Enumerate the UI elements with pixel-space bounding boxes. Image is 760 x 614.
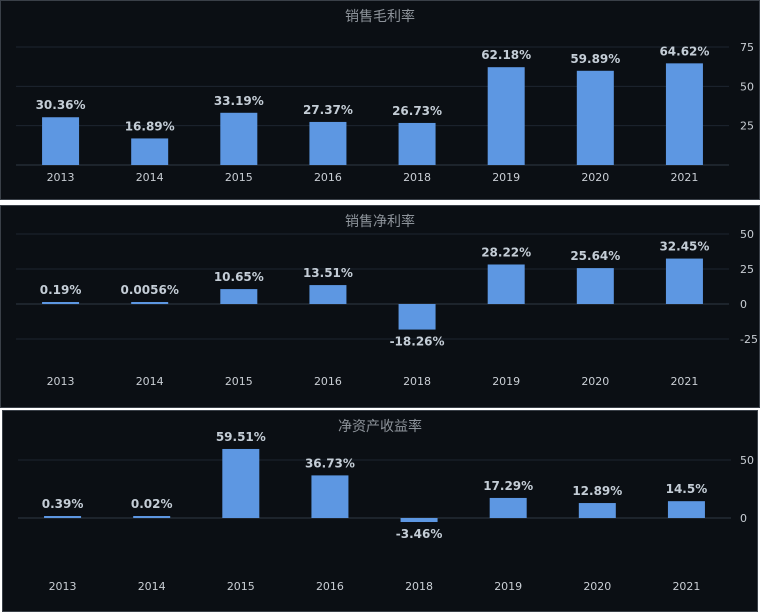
data-label-2015: 59.51% [216, 430, 266, 444]
y-tick-label: 50 [740, 228, 754, 241]
x-tick-label-2013: 2013 [47, 171, 75, 184]
x-tick-label-2013: 2013 [49, 580, 77, 593]
x-tick-label-2019: 2019 [492, 171, 520, 184]
x-tick-label-2021: 2021 [670, 171, 698, 184]
y-tick-label: -25 [740, 333, 758, 346]
data-label-2018: -3.46% [396, 527, 443, 541]
y-tick-label: 50 [740, 80, 754, 93]
y-tick-label: 25 [740, 263, 754, 276]
data-label-2016: 13.51% [303, 266, 353, 280]
data-label-2015: 33.19% [214, 94, 264, 108]
x-tick-label-2020: 2020 [581, 375, 609, 388]
data-label-2015: 10.65% [214, 270, 264, 284]
data-label-2019: 17.29% [483, 479, 533, 493]
chart-title: 销售毛利率 [345, 9, 415, 25]
x-tick-label-2019: 2019 [494, 580, 522, 593]
bar-2020 [576, 268, 614, 304]
y-tick-label: 75 [740, 41, 754, 54]
data-label-2014: 0.02% [131, 497, 173, 511]
bar-2013 [42, 117, 80, 165]
roe-chart-panel: 净资产收益率 50 0 0.39% 2013 0.02% 2014 59.51% 2015 36… [2, 410, 758, 612]
data-label-2020: 59.89% [570, 52, 620, 66]
bar-2019 [487, 264, 525, 304]
bar-2020 [578, 503, 616, 518]
x-tick-label-2018: 2018 [403, 375, 431, 388]
y-tick-label: 0 [740, 512, 747, 525]
data-label-2019: 28.22% [481, 245, 531, 259]
bar-2014 [133, 516, 171, 518]
data-label-2018: -18.26% [390, 335, 445, 349]
bar-2018 [400, 518, 438, 523]
x-tick-label-2015: 2015 [227, 580, 255, 593]
y-tick-label: 0 [740, 298, 747, 311]
x-tick-label-2014: 2014 [138, 580, 166, 593]
net-margin-chart: 50 25 0 -25 0.19% 2013 0.0056% 2014 10.65% 2015 13… [16, 228, 758, 388]
data-label-2016: 36.73% [305, 456, 355, 470]
data-label-2013: 0.19% [40, 283, 82, 297]
bar-2015 [220, 112, 258, 165]
data-label-2018: 26.73% [392, 104, 442, 118]
bar-2013 [44, 516, 82, 518]
y-tick-label: 25 [740, 120, 754, 133]
data-label-2016: 27.37% [303, 103, 353, 117]
x-tick-label-2019: 2019 [492, 375, 520, 388]
data-label-2013: 0.39% [42, 497, 84, 511]
net-margin-chart-panel: 销售净利率 50 25 0 -25 0.19% 2013 0.0056% 2014 10.65%… [0, 205, 760, 408]
bar-2021 [667, 501, 705, 518]
x-tick-label-2015: 2015 [225, 375, 253, 388]
gross-margin-chart: 25 50 75 30.36% 2013 16.89% 2014 33.19% 2015 27.3… [16, 41, 754, 184]
bar-2013 [42, 302, 80, 304]
bar-2020 [576, 70, 614, 165]
x-tick-label-2018: 2018 [405, 580, 433, 593]
x-tick-label-2020: 2020 [581, 171, 609, 184]
x-tick-label-2021: 2021 [672, 580, 700, 593]
data-label-2014: 16.89% [125, 119, 175, 133]
x-tick-label-2014: 2014 [136, 171, 164, 184]
chart-title: 净资产收益率 [338, 419, 422, 435]
data-label-2021: 64.62% [659, 44, 709, 58]
bar-2019 [487, 67, 525, 165]
data-label-2021: 14.5% [666, 482, 708, 496]
x-tick-label-2020: 2020 [583, 580, 611, 593]
bar-2016 [311, 475, 349, 518]
bar-2016 [309, 285, 347, 304]
bar-2014 [131, 138, 169, 165]
x-tick-label-2016: 2016 [314, 375, 342, 388]
bar-2015 [222, 448, 260, 518]
data-label-2019: 62.18% [481, 48, 531, 62]
bar-2016 [309, 121, 347, 165]
data-label-2020: 12.89% [572, 484, 622, 498]
bar-2019 [489, 497, 527, 518]
x-tick-label-2016: 2016 [314, 171, 342, 184]
x-tick-label-2015: 2015 [225, 171, 253, 184]
x-tick-label-2014: 2014 [136, 375, 164, 388]
bar-2021 [665, 63, 703, 166]
data-label-2014: 0.0056% [121, 283, 179, 297]
bar-2021 [665, 258, 703, 304]
data-label-2013: 30.36% [36, 98, 86, 112]
data-label-2021: 32.45% [659, 240, 709, 254]
y-tick-label: 50 [740, 454, 754, 467]
bar-2015 [220, 289, 258, 304]
data-label-2020: 25.64% [570, 249, 620, 263]
bar-2014 [131, 302, 169, 304]
x-tick-label-2021: 2021 [670, 375, 698, 388]
bar-2018 [398, 304, 436, 330]
bar-2018 [398, 122, 436, 165]
x-tick-label-2013: 2013 [47, 375, 75, 388]
roe-chart: 50 0 0.39% 2013 0.02% 2014 59.51% 2015 36.73% 201… [18, 430, 754, 593]
x-tick-label-2016: 2016 [316, 580, 344, 593]
gross-margin-chart-panel: 销售毛利率 25 50 75 30.36% 2013 16.89% 2014 33.19% 20… [0, 0, 760, 200]
chart-title: 销售净利率 [345, 214, 415, 230]
x-tick-label-2018: 2018 [403, 171, 431, 184]
